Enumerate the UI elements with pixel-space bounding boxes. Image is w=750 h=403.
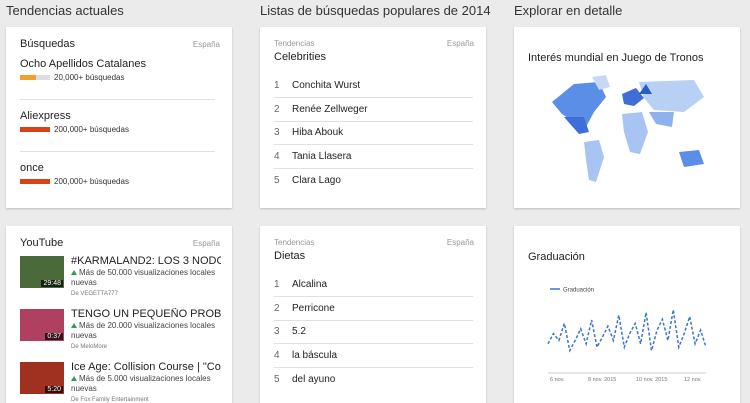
list-item[interactable]: Perricone	[292, 302, 335, 314]
volume-bar	[20, 75, 36, 80]
search-term: Ocho Apellidos Catalanes	[20, 58, 146, 70]
separator	[20, 151, 215, 152]
trend-chart: Graduación 6 nov. 8 nov. 2015 10 nov. 2015 1…	[547, 288, 707, 381]
rank: 2	[274, 302, 280, 314]
thumbnail[interactable]: 5:20	[20, 362, 64, 394]
thumbnail[interactable]: 29:48	[20, 256, 64, 288]
views: Más de 5.000 visualizaciones locales nue…	[71, 374, 211, 393]
views: Más de 20.000 visualizaciones locales nu…	[71, 321, 216, 340]
separator	[274, 296, 473, 297]
list-title: Celebrities	[274, 51, 326, 63]
duration: 5:20	[45, 386, 63, 393]
rank: 4	[274, 151, 280, 163]
thumbnail[interactable]: 0:37	[20, 309, 64, 341]
search-term: Aliexpress	[20, 110, 71, 122]
rank: 1	[274, 279, 280, 290]
list-label: Tendencias	[274, 238, 315, 247]
trend-arrow	[71, 323, 77, 328]
video-title: Ice Age: Collision Course | "Co…	[71, 361, 221, 373]
list-item[interactable]: Tania Llasera	[292, 151, 352, 163]
search-term: once	[20, 162, 44, 174]
rank: 3	[274, 326, 280, 338]
card-title: YouTube	[20, 237, 64, 249]
separator	[20, 99, 215, 100]
separator	[274, 367, 473, 369]
column-heading: Listas de búsquedas populares de 2014	[260, 3, 491, 18]
searches-card[interactable]: Búsquedas España Ocho Apellidos Catalanes 2…	[6, 27, 232, 208]
rank: 4	[274, 350, 280, 362]
region: España	[192, 40, 220, 49]
volume: 200,000+ búsquedas	[54, 177, 129, 186]
youtube-card[interactable]: YouTube España 29:48 #KARMALAND2: LOS 3 NOD…	[6, 226, 232, 403]
world-map	[552, 75, 704, 182]
x-tick-label: 8 nov. 2015	[588, 377, 616, 381]
list-item[interactable]: Hiba Abouk	[292, 127, 344, 139]
volume: 20,000+ búsquedas	[54, 73, 125, 82]
separator	[274, 144, 473, 146]
channel: De MeloMore	[71, 344, 108, 350]
list-card[interactable]: Tendencias España Dietas 1 Alcalina 2 Perricon…	[260, 226, 486, 403]
list-item[interactable]: Conchita Wurst	[292, 80, 361, 91]
chart-title: Graduación	[528, 251, 585, 263]
volume-bar	[20, 127, 50, 132]
volume-bar-bg	[36, 75, 50, 80]
channel: De VEGETTA777	[71, 291, 118, 297]
trend-arrow	[71, 376, 77, 381]
list-title: Dietas	[274, 250, 306, 262]
x-tick-label: 12 nov.	[684, 377, 702, 381]
rank: 1	[274, 80, 280, 91]
map-card[interactable]: Interés mundial en Juego de Tronos	[514, 27, 740, 208]
views: Más de 50.000 visualizaciones locales nu…	[71, 268, 216, 287]
separator	[274, 120, 473, 122]
video-title: #KARMALAND2: LOS 3 NODO…	[71, 255, 221, 267]
volume-bar	[20, 179, 50, 184]
video-title: TENGO UN PEQUEÑO PROBL…	[71, 308, 221, 320]
separator	[274, 168, 473, 170]
separator	[274, 97, 473, 98]
list-item[interactable]: del ayuno	[292, 373, 336, 385]
legend-label: Graduación	[563, 288, 594, 294]
duration: 29:48	[41, 280, 63, 287]
list-card[interactable]: Tendencias España Celebrities 1 Conchita Wur…	[260, 27, 486, 208]
separator	[274, 343, 473, 345]
column-heading: Explorar en detalle	[514, 3, 623, 18]
x-tick-label: 6 nov.	[550, 377, 565, 381]
list-label: Tendencias	[274, 39, 315, 48]
region: España	[192, 239, 220, 248]
rank: 2	[274, 103, 280, 115]
trend-arrow	[71, 270, 77, 275]
x-tick-label: 10 nov. 2015	[636, 377, 667, 381]
map-title: Interés mundial en Juego de Tronos	[528, 52, 704, 64]
chart-card[interactable]: Graduación Graduación 6 nov. 8 nov. 2015 10…	[514, 226, 740, 403]
rank: 5	[274, 373, 280, 385]
region: España	[446, 238, 474, 247]
trend-line	[547, 309, 707, 353]
volume: 200,000+ búsquedas	[54, 125, 129, 134]
column-heading: Tendencias actuales	[6, 3, 124, 18]
region: España	[446, 39, 474, 48]
duration: 0:37	[45, 333, 63, 340]
list-item[interactable]: 5.2	[292, 326, 306, 338]
list-item[interactable]: Renée Zellweger	[292, 103, 368, 115]
rank: 5	[274, 174, 280, 186]
list-item[interactable]: Clara Lago	[292, 174, 341, 186]
card-title: Búsquedas	[20, 38, 76, 50]
separator	[274, 319, 473, 321]
rank: 3	[274, 127, 280, 139]
channel: De Fox Family Entertainment	[71, 397, 149, 403]
list-item[interactable]: Alcalina	[292, 279, 328, 290]
list-item[interactable]: la báscula	[292, 350, 338, 362]
